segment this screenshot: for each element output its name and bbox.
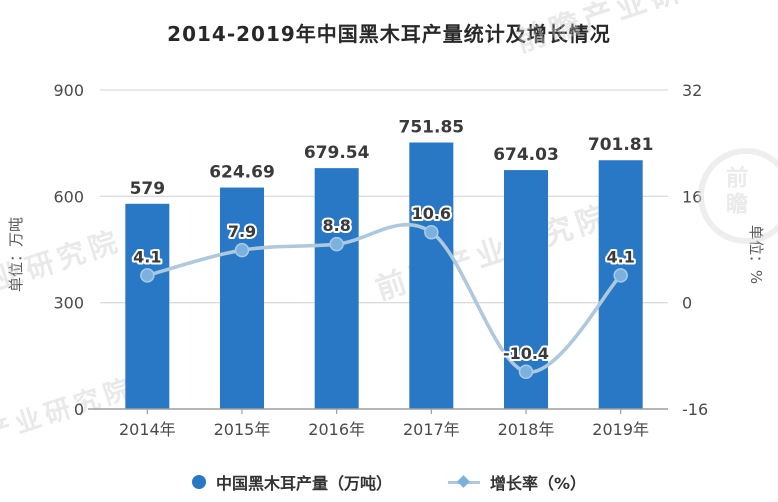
- legend-marker-diamond: [457, 475, 470, 488]
- right-tick-label-16: 16: [682, 187, 702, 206]
- left-tick-label-600: 600: [53, 187, 84, 206]
- legend: 中国黑木耳产量（万吨） 增长率（%）: [0, 470, 778, 494]
- right-tick-label-32: 32: [682, 81, 702, 100]
- left-tick-label-900: 900: [53, 81, 84, 100]
- bar-value-2016年: 679.54: [304, 143, 370, 163]
- bar-2016年: [314, 168, 359, 409]
- line-value-2018年: -10.4: [503, 344, 549, 363]
- legend-label-1: 增长率（%）: [489, 474, 587, 493]
- line-marker-2018年: [518, 364, 534, 380]
- bar-value-2017年: 751.85: [399, 118, 465, 138]
- bar-2015年: [220, 187, 264, 409]
- line-marker-2014年: [140, 268, 155, 283]
- x-label-2018年: 2018年: [498, 420, 555, 439]
- line-marker-2017年: [424, 224, 439, 240]
- left-tick-label-300: 300: [53, 294, 84, 313]
- legend-item-1: 增长率（%）: [447, 470, 587, 494]
- bar-value-2015年: 624.69: [209, 163, 275, 183]
- x-label-2014年: 2014年: [119, 420, 176, 439]
- bar-value-2014年: 579: [130, 179, 166, 199]
- legend-line-diamond-marker-icon: [447, 475, 480, 489]
- line-marker-2015年: [234, 242, 250, 258]
- line-value-2016年: 8.8: [322, 216, 350, 235]
- watermark-text: 前瞻产业研究院: [512, 0, 756, 60]
- bar-value-2019年: 701.81: [588, 135, 654, 155]
- legend-circle-marker-icon: [191, 475, 206, 489]
- watermark-text: 前瞻产业研究院: [372, 199, 616, 308]
- chart-title: 2014-2019年中国黑木耳产量统计及增长情况: [167, 22, 611, 46]
- x-label-2017年: 2017年: [403, 420, 460, 439]
- right-tick-label--16: -16: [682, 400, 708, 419]
- line-marker-2016年: [329, 236, 344, 252]
- line-value-2017年: 10.6: [412, 204, 451, 223]
- left-tick-label-0: 0: [74, 400, 84, 419]
- line-value-2019年: 4.1: [606, 247, 634, 266]
- x-label-2016年: 2016年: [308, 420, 365, 439]
- legend-label-0: 中国黑木耳产量（万吨）: [215, 474, 392, 493]
- bar-2014年: [125, 203, 170, 409]
- line-marker-2019年: [613, 268, 628, 283]
- line-value-2015年: 7.9: [228, 222, 256, 241]
- bar-value-2018年: 674.03: [493, 145, 559, 165]
- bar-2017年: [409, 142, 454, 410]
- legend-item-0: 中国黑木耳产量（万吨）: [191, 470, 392, 494]
- bar-2019年: [598, 160, 643, 409]
- x-label-2015年: 2015年: [214, 420, 271, 439]
- line-value-2014年: 4.1: [133, 247, 161, 266]
- watermark-text: 前瞻产业研究院: [0, 372, 139, 469]
- x-label-2019年: 2019年: [592, 420, 649, 439]
- right-tick-label-0: 0: [682, 294, 692, 313]
